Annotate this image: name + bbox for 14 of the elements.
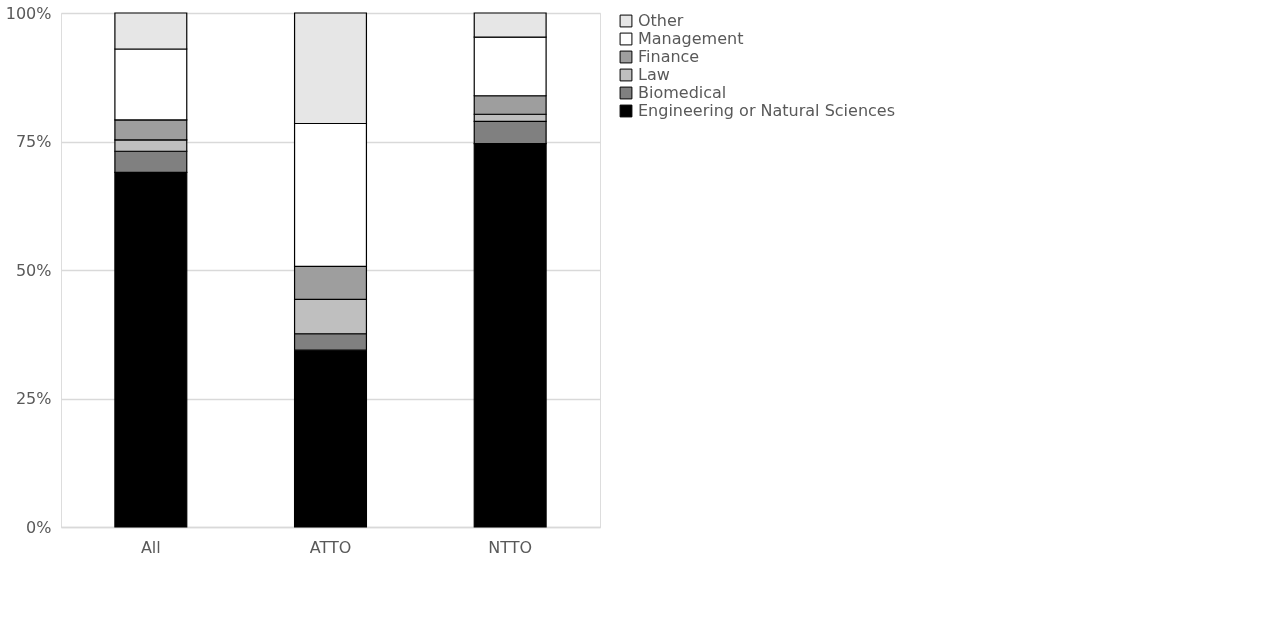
legend-label: Biomedical: [638, 83, 727, 102]
legend-label: Finance: [638, 47, 700, 66]
y-tick-label: 75%: [15, 132, 52, 151]
y-tick-label: 50%: [15, 260, 52, 280]
y-tick-label: 100%: [5, 3, 52, 23]
x-tick-label: All: [140, 537, 161, 557]
legend-label: Engineering or Natural Sciences: [638, 101, 895, 120]
y-tick-label: 0%: [26, 517, 52, 537]
x-tick-label: ATTO: [309, 537, 352, 557]
x-tick-label: NTTO: [488, 537, 533, 557]
legend-label: Other: [638, 11, 684, 30]
legend-label: Management: [638, 29, 744, 48]
y-tick-label: 25%: [15, 389, 52, 408]
legend-label: Law: [638, 65, 670, 84]
